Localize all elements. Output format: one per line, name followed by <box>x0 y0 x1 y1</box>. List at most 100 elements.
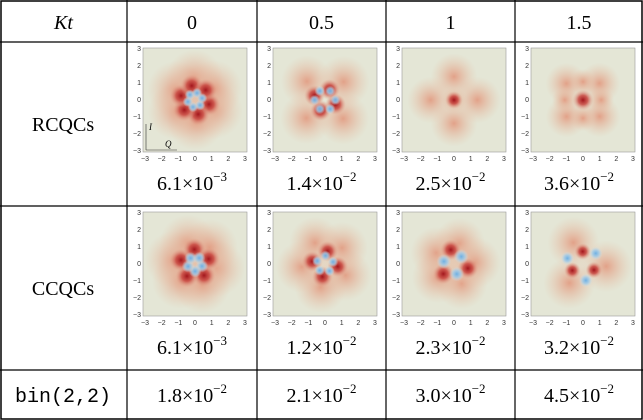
y-tick-label: −3 <box>133 312 141 319</box>
y-tick-label: 2 <box>267 63 271 70</box>
y-tick-label: −1 <box>392 278 400 285</box>
value-text: 2.3×10−2 <box>415 333 485 359</box>
x-tick-label: 0 <box>581 320 585 327</box>
y-tick-label: 0 <box>525 97 529 104</box>
y-tick-label: 1 <box>525 80 529 87</box>
y-tick-label: 3 <box>137 210 141 217</box>
table-figure: Kt00.511.5RCQCs3210−1−2−3−3−2−10123IQ6.1… <box>0 0 643 420</box>
y-tick-label: −3 <box>392 148 400 155</box>
x-tick-label: 2 <box>226 156 230 163</box>
y-tick-label: 0 <box>267 97 271 104</box>
x-tick-label: −1 <box>304 156 312 163</box>
column-header: 1.5 <box>567 12 592 34</box>
x-tick-label: 3 <box>373 320 377 327</box>
column-header: 0 <box>187 12 197 34</box>
column-header: 0.5 <box>309 12 334 34</box>
value-base: 1.4×10 <box>286 173 342 195</box>
x-tick-label: −2 <box>288 320 296 327</box>
value-base: 2.3×10 <box>415 337 471 359</box>
y-tick-label: 3 <box>396 210 400 217</box>
density-blob <box>328 257 338 267</box>
density-blob <box>324 266 334 276</box>
x-tick-label: 0 <box>452 320 456 327</box>
density-plot: 3210−1−2−3−3−2−10123IQ <box>133 46 247 163</box>
value-exponent: −3 <box>213 169 227 184</box>
y-tick-label: −2 <box>392 295 400 302</box>
x-tick-label: 0 <box>323 156 327 163</box>
x-tick-label: −3 <box>400 320 408 327</box>
x-tick-label: 2 <box>226 320 230 327</box>
x-tick-label: −1 <box>433 156 441 163</box>
y-tick-label: 1 <box>396 80 400 87</box>
x-tick-label: 1 <box>340 156 344 163</box>
density-blob <box>454 249 469 264</box>
y-tick-label: 2 <box>396 63 400 70</box>
y-tick-label: 1 <box>267 80 271 87</box>
x-tick-label: 1 <box>469 156 473 163</box>
plot-area <box>143 48 247 152</box>
y-tick-label: −1 <box>263 114 271 121</box>
row-label: bin(2,2) <box>15 386 111 409</box>
x-tick-label: 2 <box>485 156 489 163</box>
x-tick-label: 2 <box>614 320 618 327</box>
row-label: CCQCs <box>32 278 94 300</box>
x-tick-label: 1 <box>598 320 602 327</box>
y-tick-label: 3 <box>267 210 271 217</box>
y-tick-label: −2 <box>133 131 141 138</box>
density-blob <box>193 252 205 264</box>
density-blob <box>325 86 335 96</box>
y-tick-label: 0 <box>525 261 529 268</box>
value-exponent: −2 <box>343 381 357 396</box>
y-tick-label: −1 <box>133 114 141 121</box>
y-tick-label: 1 <box>396 244 400 251</box>
y-tick-label: 0 <box>396 97 400 104</box>
y-tick-label: −2 <box>521 295 529 302</box>
y-tick-label: −2 <box>263 295 271 302</box>
x-tick-label: 0 <box>193 156 197 163</box>
value-base: 6.1×10 <box>157 337 213 359</box>
x-tick-label: 0 <box>452 156 456 163</box>
value-base: 1.2×10 <box>286 337 342 359</box>
y-tick-label: 3 <box>525 46 529 53</box>
column-header: 1 <box>446 12 456 34</box>
value-exponent: −2 <box>472 169 486 184</box>
y-tick-label: 3 <box>525 210 529 217</box>
x-tick-label: 2 <box>356 156 360 163</box>
x-tick-label: −1 <box>562 156 570 163</box>
density-blob <box>437 254 452 269</box>
x-tick-label: 1 <box>469 320 473 327</box>
x-tick-label: −2 <box>158 156 166 163</box>
value-exponent: −2 <box>213 381 227 396</box>
y-tick-label: 3 <box>267 46 271 53</box>
plot-area <box>402 48 506 152</box>
value-base: 3.2×10 <box>544 337 600 359</box>
y-tick-label: 2 <box>137 63 141 70</box>
x-tick-label: 3 <box>631 156 635 163</box>
y-tick-label: 1 <box>137 244 141 251</box>
x-tick-label: 0 <box>193 320 197 327</box>
value-text: 3.0×10−2 <box>415 381 485 407</box>
y-tick-label: 0 <box>267 261 271 268</box>
column-header: Kt <box>53 12 73 34</box>
y-tick-label: −1 <box>263 278 271 285</box>
density-blob <box>579 274 593 288</box>
density-plot: 3210−1−2−3−3−2−10123 <box>263 46 377 163</box>
x-tick-label: −3 <box>141 156 149 163</box>
x-tick-label: 1 <box>210 156 214 163</box>
density-blob <box>450 267 465 282</box>
value-text: 6.1×10−3 <box>157 333 227 359</box>
y-tick-label: −3 <box>263 312 271 319</box>
y-tick-label: 2 <box>525 63 529 70</box>
y-tick-label: −2 <box>263 131 271 138</box>
x-tick-label: 3 <box>502 156 506 163</box>
value-base: 3.0×10 <box>415 385 471 407</box>
axis-label-q: Q <box>165 139 172 149</box>
y-tick-label: −3 <box>263 148 271 155</box>
x-tick-label: −1 <box>174 156 182 163</box>
x-tick-label: −1 <box>304 320 312 327</box>
x-tick-label: −2 <box>546 156 554 163</box>
density-blob <box>574 243 591 260</box>
value-base: 3.6×10 <box>544 173 600 195</box>
y-tick-label: −1 <box>521 278 529 285</box>
x-tick-label: 3 <box>373 156 377 163</box>
